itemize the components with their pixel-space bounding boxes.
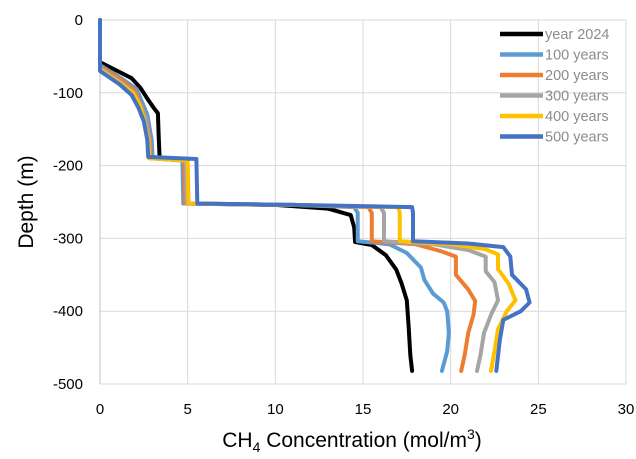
series-line bbox=[98, 18, 451, 373]
x-tick-labels: 0 5 10 15 20 25 30 bbox=[96, 401, 635, 418]
series-line bbox=[98, 18, 478, 373]
legend-label: year 2024 bbox=[545, 27, 610, 43]
legend-label: 300 years bbox=[545, 89, 609, 105]
series-line bbox=[98, 18, 532, 373]
y-tick-label: -500 bbox=[53, 376, 83, 393]
series-line bbox=[98, 18, 415, 373]
y-tick-label: 0 bbox=[75, 12, 83, 29]
x-tick-label: 5 bbox=[183, 401, 191, 418]
legend-label: 500 years bbox=[545, 130, 609, 146]
y-axis-title: Depth (m) bbox=[15, 155, 38, 248]
y-tick-label: -400 bbox=[53, 303, 83, 320]
x-tick-label: 0 bbox=[96, 401, 104, 418]
y-tick-labels: 0 -100 -200 -300 -400 -500 bbox=[53, 12, 83, 393]
x-tick-label: 20 bbox=[442, 401, 459, 418]
legend-label: 400 years bbox=[545, 109, 609, 125]
y-tick-label: -300 bbox=[53, 230, 83, 247]
series-line bbox=[98, 18, 518, 373]
x-tick-label: 15 bbox=[355, 401, 372, 418]
series-line bbox=[98, 18, 500, 373]
x-axis-title: CH4 Concentration (mol/m3) bbox=[222, 426, 482, 455]
x-tick-label: 10 bbox=[267, 401, 284, 418]
legend: year 2024 100 years 200 years 300 years 400 … bbox=[500, 27, 610, 146]
x-tick-label: 30 bbox=[618, 401, 635, 418]
legend-label: 100 years bbox=[545, 48, 609, 64]
grid-lines bbox=[99, 19, 627, 385]
x-tick-label: 25 bbox=[530, 401, 547, 418]
series-lines bbox=[98, 18, 532, 373]
legend-label: 200 years bbox=[545, 68, 609, 84]
y-tick-label: -100 bbox=[53, 85, 83, 102]
y-tick-label: -200 bbox=[53, 158, 83, 175]
